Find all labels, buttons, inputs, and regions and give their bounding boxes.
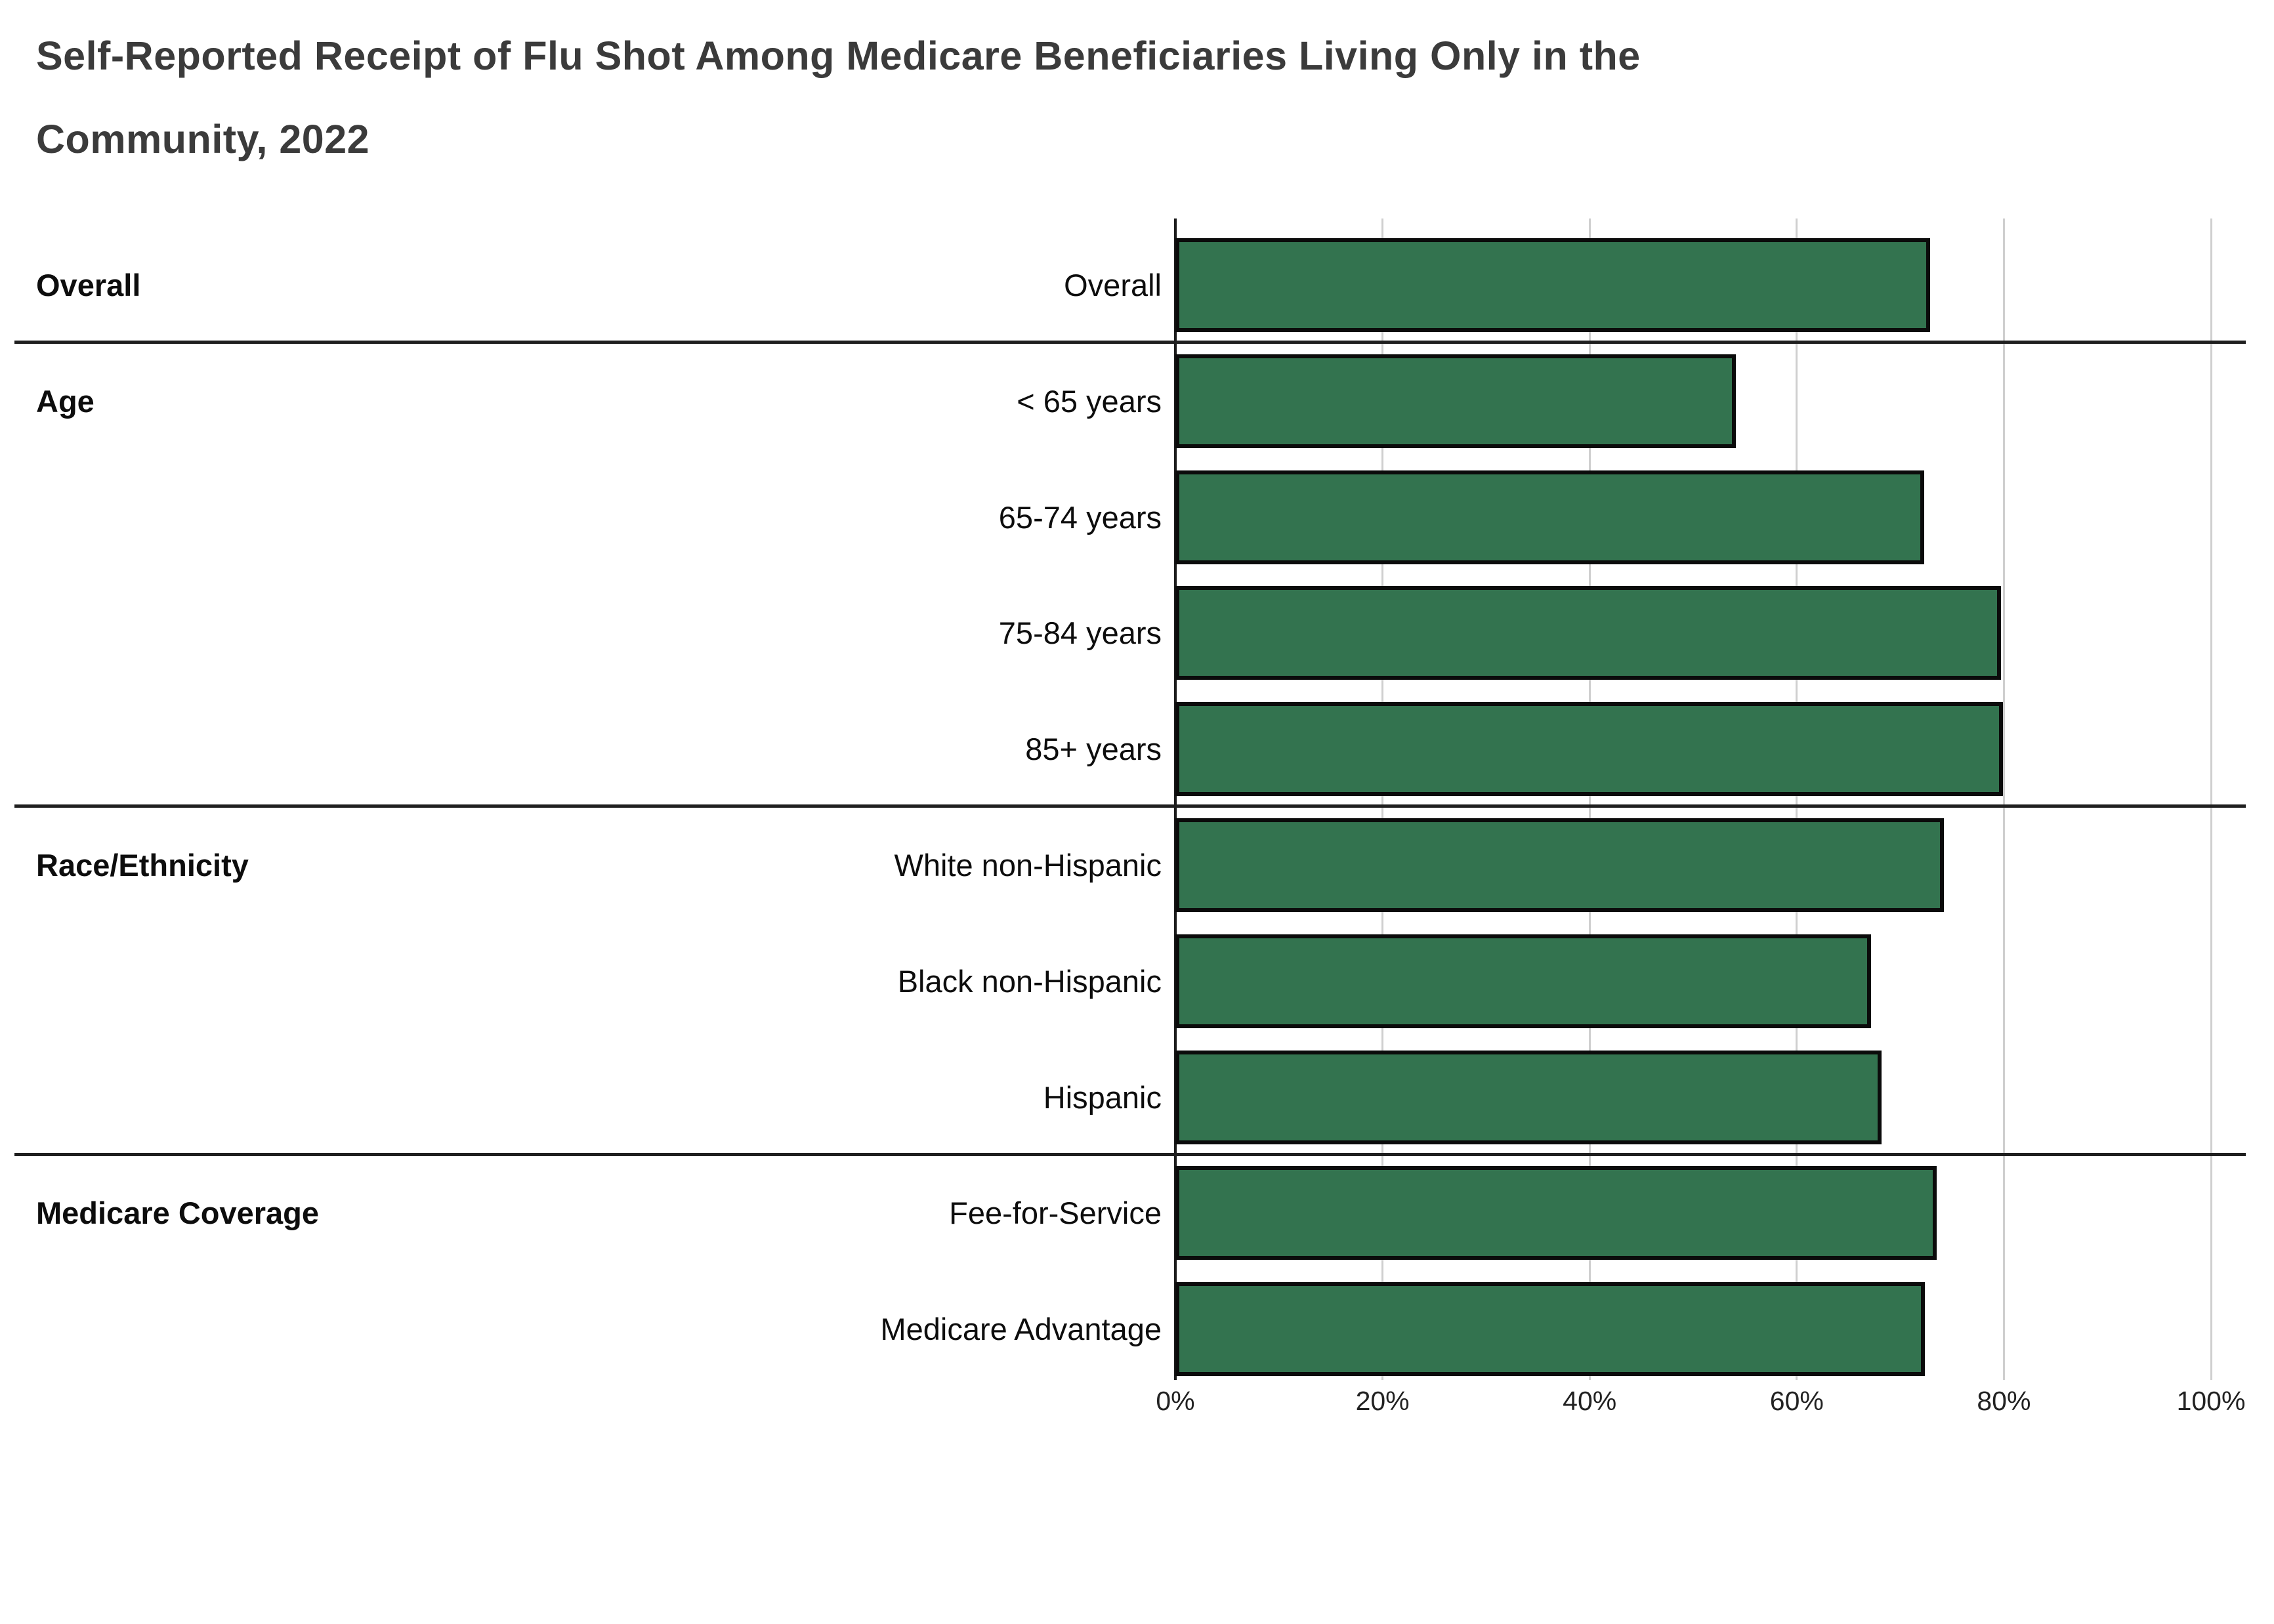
x-axis-label: 80% [1977,1386,2031,1416]
bar [1175,1282,1926,1377]
bar [1175,470,1924,564]
section-label-race-ethnicity: Race/Ethnicity [36,848,249,883]
x-axis-label: 60% [1769,1386,1824,1416]
y-axis-line [1174,219,1177,1380]
bar [1175,238,1931,332]
row-label: Overall [1064,268,1162,302]
row-label: Medicare Advantage [880,1312,1162,1347]
row-label: Hispanic [1043,1079,1162,1115]
row-label: < 65 years [1017,383,1162,419]
x-axis-label: 0% [1156,1386,1195,1416]
bar [1175,702,2003,797]
gridline-20pct [1381,219,1384,1380]
bar [1175,586,2001,680]
row-label: 65-74 years [998,499,1162,535]
section-label-medicare-coverage: Medicare Coverage [36,1196,320,1231]
chart-title-line-2: Community, 2022 [36,117,370,161]
gridline-80pct [2002,219,2005,1380]
x-axis-label: 40% [1563,1386,1617,1416]
row-label: 85+ years [1025,732,1162,767]
row-label: Fee-for-Service [949,1196,1162,1231]
section-label-age: Age [36,383,95,419]
row-label: 75-84 years [998,615,1162,651]
chart-title-line-1: Self-Reported Receipt of Flu Shot Among … [36,33,1641,78]
bar [1175,1050,1882,1144]
section-separator [14,1152,2246,1156]
section-label-overall: Overall [36,268,141,302]
x-axis-label: 20% [1355,1386,1410,1416]
gridline-100pct [2210,219,2212,1380]
bar [1175,934,1872,1028]
x-axis-label: 100% [2176,1386,2246,1416]
gridline-60pct [1796,219,1798,1380]
row-label: Black non-Hispanic [897,963,1162,999]
bar [1175,1166,1937,1260]
chart-title: Self-Reported Receipt of Flu Shot Among … [36,14,2228,181]
bar [1175,818,1944,912]
section-separator [14,804,2246,808]
bar [1175,354,1736,448]
gridline-40pct [1588,219,1591,1380]
row-label: White non-Hispanic [894,848,1162,883]
section-separator [14,341,2246,344]
